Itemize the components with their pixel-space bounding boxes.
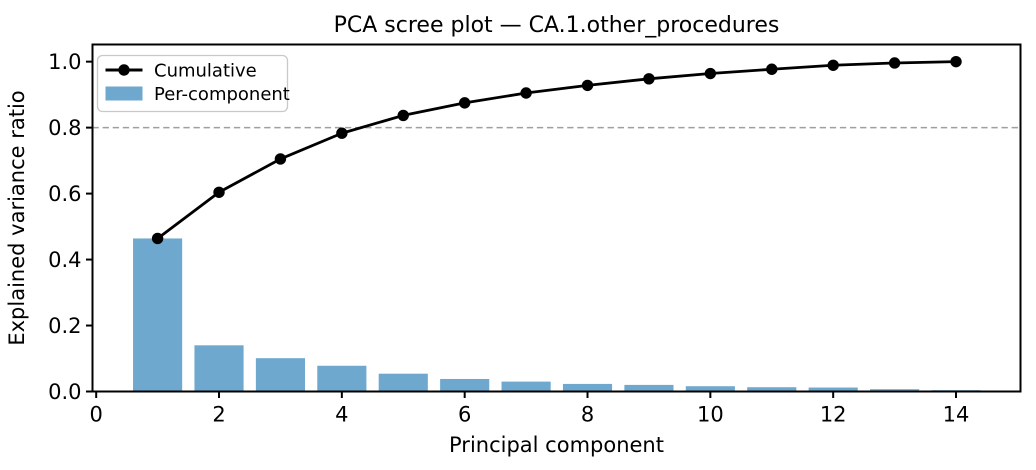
y-tick-label: 0.4 (48, 248, 81, 272)
cumulative-marker-pc14 (950, 55, 962, 68)
cumulative-marker-pc6 (458, 97, 471, 109)
cumulative-marker-pc10 (704, 67, 717, 80)
cumulative-marker-pc11 (766, 63, 778, 75)
bar-pc3 (255, 358, 306, 392)
bar-pc11 (747, 387, 797, 392)
x-tick-label: 6 (458, 403, 471, 427)
legend-per-component-label: Per-component (154, 84, 290, 105)
cumulative-marker-pc5 (397, 109, 409, 122)
chart-layer: 0 2 4 6 8 10 12 14 0.0 0.2 0.4 0.6 0.8 1.0 (48, 43, 1022, 427)
cumulative-marker-pc8 (581, 79, 594, 92)
x-tick-label: 0 (89, 403, 102, 427)
bar-pc8 (562, 383, 613, 392)
x-tick-label: 2 (212, 403, 225, 427)
bar-pc9 (624, 384, 674, 392)
plot-border (91, 43, 1022, 393)
bar-pc1 (133, 238, 183, 392)
cumulative-marker-pc1 (151, 232, 164, 245)
legend-cumulative-marker-icon (118, 64, 130, 76)
legend-per-component-swatch (105, 86, 143, 101)
bar-pc13 (870, 389, 920, 392)
cumulative-marker-pc3 (274, 153, 287, 165)
cumulative-marker-pc4 (336, 127, 348, 139)
legend-cumulative-label: Cumulative (154, 60, 257, 81)
cumulative-marker-pc13 (888, 57, 901, 69)
x-tick-label: 8 (581, 403, 594, 427)
bar-pc2 (194, 345, 244, 392)
x-tick-label: 10 (697, 403, 724, 427)
cumulative-marker-pc7 (520, 87, 532, 99)
legend-box (96, 54, 289, 113)
cumulative-marker-pc2 (213, 186, 225, 198)
y-tick-label: 0.0 (48, 380, 81, 404)
x-axis-label: Principal component (449, 433, 664, 457)
bar-pc12 (808, 387, 858, 392)
legend: Cumulative Per-component (96, 54, 290, 113)
cumulative-line (156, 60, 958, 240)
bar-pc4 (317, 365, 367, 392)
y-tick-label: 0.8 (48, 116, 81, 140)
bar-pc7 (501, 381, 551, 392)
x-tick-label: 4 (335, 403, 348, 427)
y-axis-label: Explained variance ratio (5, 90, 29, 345)
bar-pc10 (685, 386, 735, 392)
y-tick-label: 0.2 (48, 314, 81, 338)
y-tick-label: 1.0 (48, 50, 81, 74)
chart-title: PCA scree plot — CA.1.other_procedures (334, 13, 780, 38)
cumulative-marker-pc9 (643, 73, 655, 85)
cumulative-marker-pc12 (827, 59, 839, 71)
y-tick-label: 0.6 (48, 182, 81, 206)
bar-pc5 (378, 373, 428, 392)
bar-pc6 (440, 378, 490, 392)
x-tick-label: 14 (943, 403, 970, 427)
x-tick-label: 12 (820, 403, 847, 427)
